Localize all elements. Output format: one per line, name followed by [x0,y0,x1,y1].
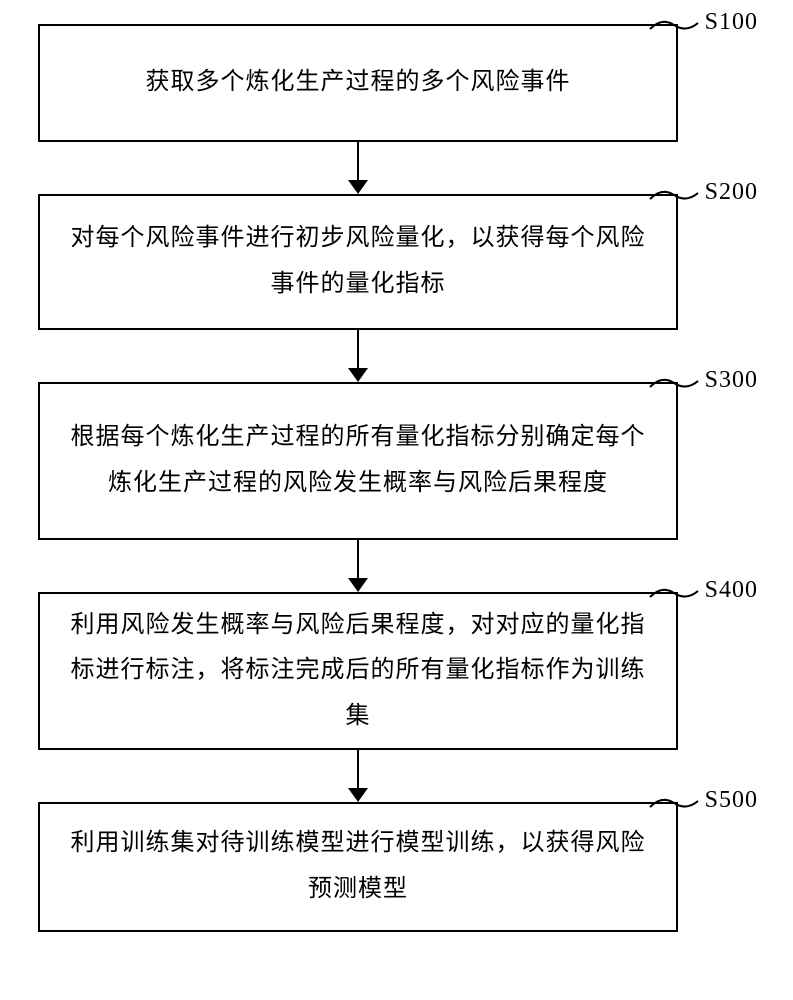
step-text: 根据每个炼化生产过程的所有量化指标分别确定每个炼化生产过程的风险发生概率与风险后… [68,415,648,506]
flowchart-container: 获取多个炼化生产过程的多个风险事件S100 对每个风险事件进行初步风险量化，以获得… [38,24,678,932]
step-label: S200 [705,170,758,216]
arrow-down-icon [38,540,678,592]
label-connector-icon [648,184,700,202]
arrow-down-icon [38,750,678,802]
step-label: S300 [705,358,758,404]
label-connector-icon [648,582,700,600]
arrow-down-icon [38,142,678,194]
step-text: 对每个风险事件进行初步风险量化，以获得每个风险事件的量化指标 [68,216,648,307]
flowchart-step: 获取多个炼化生产过程的多个风险事件S100 [38,24,678,142]
flowchart-step: 根据每个炼化生产过程的所有量化指标分别确定每个炼化生产过程的风险发生概率与风险后… [38,382,678,540]
flowchart-step: 利用训练集对待训练模型进行模型训练，以获得风险预测模型S500 [38,802,678,932]
step-label: S400 [705,568,758,614]
flowchart-step: 对每个风险事件进行初步风险量化，以获得每个风险事件的量化指标S200 [38,194,678,330]
arrow-shaft [357,330,359,368]
label-connector-icon [648,792,700,810]
step-label: S500 [705,778,758,824]
step-text: 利用训练集对待训练模型进行模型训练，以获得风险预测模型 [68,821,648,912]
arrow-shaft [357,750,359,788]
arrow-shaft [357,142,359,180]
label-connector-icon [648,372,700,390]
step-text: 获取多个炼化生产过程的多个风险事件 [146,60,571,106]
arrow-down-icon [38,330,678,382]
label-connector-icon [648,14,700,32]
arrow-shaft [357,540,359,578]
flowchart-step: 利用风险发生概率与风险后果程度，对对应的量化指标进行标注，将标注完成后的所有量化… [38,592,678,750]
step-text: 利用风险发生概率与风险后果程度，对对应的量化指标进行标注，将标注完成后的所有量化… [68,603,648,740]
step-label: S100 [705,0,758,46]
